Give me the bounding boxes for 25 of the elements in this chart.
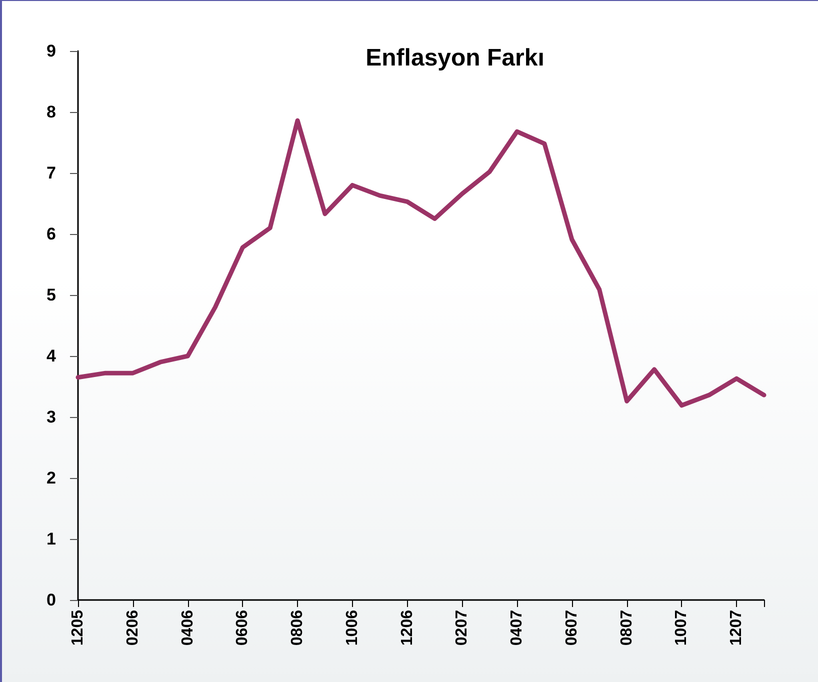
x-tick-label: 0406	[179, 610, 196, 646]
x-tick-label: 1207	[728, 610, 746, 646]
y-tick-label: 2	[46, 468, 56, 488]
y-tick-label: 4	[46, 346, 57, 366]
x-tick-label: 0407	[508, 610, 526, 646]
x-tick-label: 1206	[398, 610, 416, 646]
x-tick-label: 1006	[344, 610, 361, 646]
y-tick-label: 1	[46, 530, 56, 548]
y-tick-label: 7	[46, 164, 56, 182]
x-tick-label: 1205	[70, 610, 86, 646]
x-tick-label: 0207	[454, 610, 471, 646]
y-tick-label: 0	[46, 590, 56, 610]
x-tick-label: 1007	[673, 610, 690, 646]
y-tick-label: 8	[46, 102, 56, 122]
y-tick-label: 3	[46, 408, 56, 426]
line-series	[76, 118, 766, 408]
x-tick-label: 0807	[618, 610, 636, 646]
x-tick-label: 0607	[563, 610, 580, 646]
x-tick-label: 0606	[234, 610, 252, 646]
y-tick-label: 9	[46, 42, 56, 60]
chart-title: Enflasyon Farkı	[366, 44, 544, 72]
x-tick-label: 0206	[124, 610, 142, 646]
y-tick-label: 5	[46, 286, 56, 304]
y-tick-label: 6	[46, 224, 56, 244]
x-tick-label: 0806	[289, 610, 306, 646]
